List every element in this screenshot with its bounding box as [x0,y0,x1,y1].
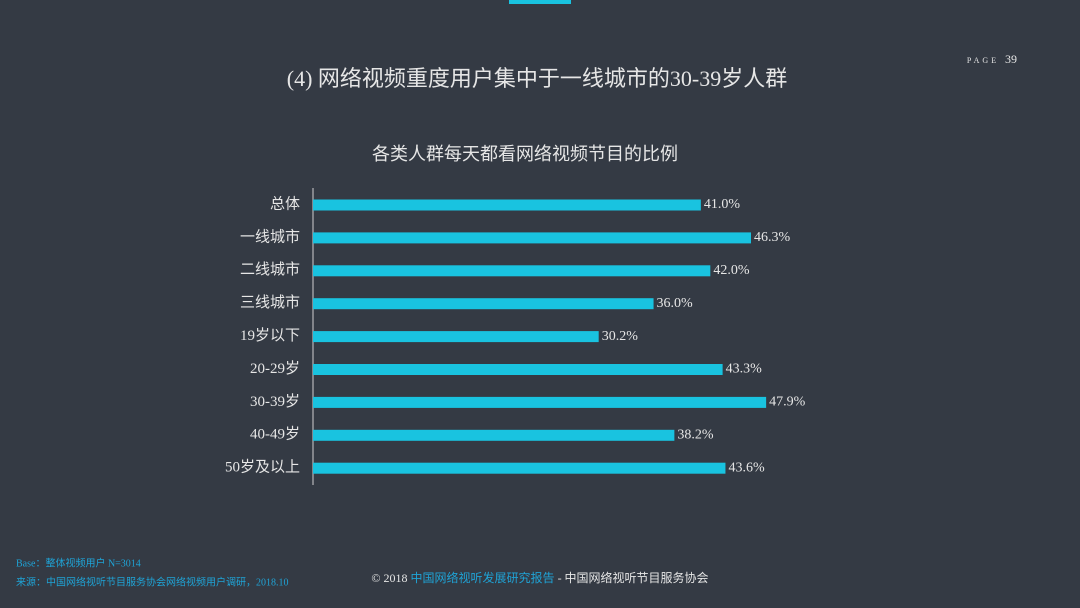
top-accent [509,0,571,4]
value-label: 47.9% [769,395,806,410]
category-label: 一线城市 [240,228,300,245]
category-label: 三线城市 [240,294,300,311]
base-note: Base：整体视频用户 N=3014 [16,556,141,569]
category-label: 20-29岁 [250,360,300,377]
source-note: 来源：中国网络视听节目服务协会网络视频用户调研，2018.10 [16,575,289,588]
bar [313,396,767,408]
footer-prefix: © 2018 [371,571,410,585]
category-label: 50岁及以上 [225,459,300,476]
value-label: 38.2% [677,428,714,443]
footer-suffix: - 中国网络视听节目服务协会 [555,570,709,585]
category-label: 二线城市 [240,261,300,278]
value-label: 42.0% [713,263,750,278]
slide-heading: (4) 网络视频重度用户集中于一线城市的30-39岁人群 [287,66,787,91]
bar [313,462,726,474]
value-label: 41.0% [704,197,741,212]
value-label: 43.3% [726,362,763,377]
footer-report: 中国网络视听发展研究报告 [411,570,555,585]
value-label: 36.0% [657,296,694,311]
bar [313,265,711,277]
bar [313,298,654,310]
value-label: 46.3% [754,230,791,245]
footer: © 2018 中国网络视听发展研究报告 - 中国网络视听节目服务协会 [371,570,708,585]
page-label: PAGE [967,56,999,65]
bar [313,232,751,244]
bar [313,199,701,211]
bar [313,429,675,441]
category-label: 19岁以下 [240,327,300,344]
bar [313,331,599,343]
chart-title: 各类人群每天都看网络视频节目的比例 [372,144,678,164]
category-label: 30-39岁 [250,393,300,410]
page-number: 39 [1005,52,1017,66]
category-label: 总体 [270,195,300,212]
value-label: 30.2% [602,329,639,344]
category-label: 40-49岁 [250,426,300,443]
value-label: 43.6% [728,460,765,475]
bar [313,364,723,375]
